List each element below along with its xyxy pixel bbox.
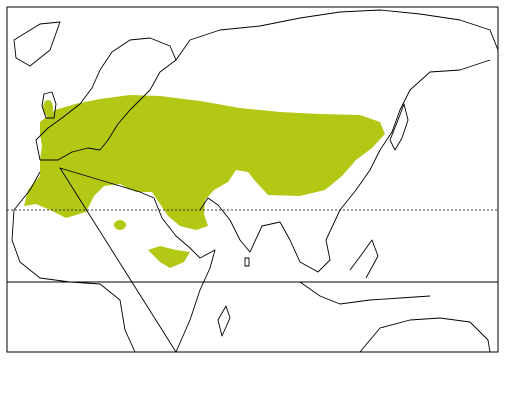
coast-asia [175,9,499,273]
range-horn [148,246,190,268]
coast-greenland [13,21,61,67]
coast-japan [389,103,409,151]
coast-britain [41,91,57,119]
coastlines [11,9,499,353]
range-britain [43,100,53,116]
range-area [24,95,385,268]
coast-sri-lanka [244,257,250,267]
range-patch [114,220,126,230]
range-main [24,95,385,230]
coast-madagascar [217,305,231,337]
coast-indonesia [299,239,431,305]
coast-africa [11,167,216,353]
coast-australia [359,317,491,353]
